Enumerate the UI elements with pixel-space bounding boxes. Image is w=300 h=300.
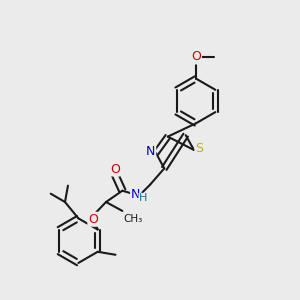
Text: O: O: [88, 213, 98, 226]
Text: O: O: [191, 50, 201, 64]
Text: H: H: [139, 194, 147, 203]
Text: O: O: [110, 163, 120, 176]
Text: S: S: [195, 142, 203, 155]
Text: CH₃: CH₃: [124, 214, 143, 224]
Text: N: N: [146, 145, 155, 158]
Text: N: N: [131, 188, 140, 201]
